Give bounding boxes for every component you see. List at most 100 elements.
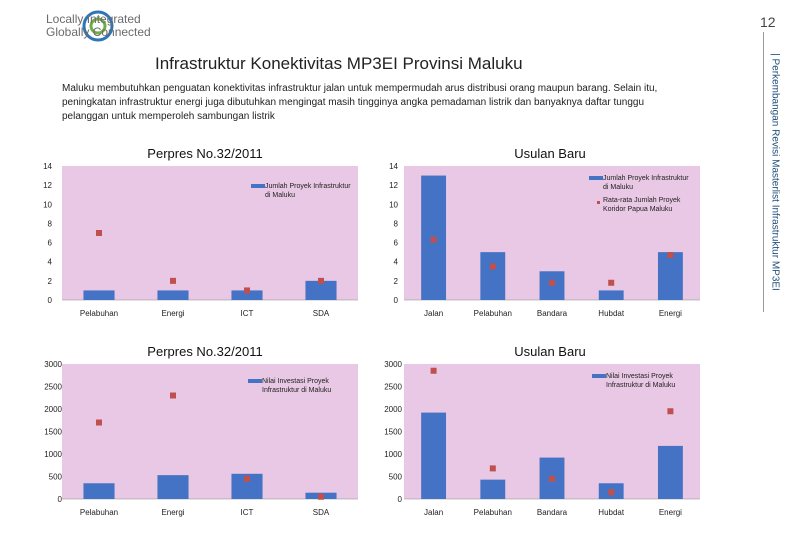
y-tick-label: 14 — [389, 162, 398, 171]
bar — [480, 252, 506, 300]
y-tick-label: 1000 — [44, 450, 62, 459]
x-tick-label: Jalan — [424, 309, 443, 318]
x-tick-label: ICT — [241, 309, 254, 318]
bar — [480, 479, 506, 499]
bar — [83, 290, 115, 300]
y-tick-label: 12 — [389, 181, 398, 190]
marker-point — [244, 475, 250, 482]
chart-title: Usulan Baru — [514, 344, 586, 359]
y-tick-label: 2500 — [384, 383, 402, 392]
marker-point — [170, 392, 176, 399]
x-tick-label: Pelabuhan — [474, 309, 512, 318]
chart-title: Usulan Baru — [514, 146, 586, 161]
x-tick-label: SDA — [313, 309, 330, 318]
y-tick-label: 10 — [43, 200, 52, 209]
x-tick-label: Hubdat — [598, 309, 625, 318]
marker-point — [430, 367, 437, 374]
page-title: Infrastruktur Konektivitas MP3EI Provins… — [155, 54, 523, 73]
y-tick-label: 0 — [394, 296, 399, 305]
x-tick-label: Pelabuhan — [80, 309, 118, 318]
logo-icon — [82, 10, 114, 42]
chart-title: Perpres No.32/2011 — [147, 344, 262, 359]
y-tick-label: 0 — [58, 495, 63, 504]
y-tick-label: 12 — [43, 181, 52, 190]
bar — [598, 290, 624, 300]
logo-line1: Locally Integrated — [46, 12, 141, 26]
legend-label: Jumlah Proyek Infrastruktur di Maluku — [603, 175, 689, 191]
y-tick-label: 1500 — [384, 428, 402, 437]
marker-point — [667, 252, 674, 259]
y-tick-label: 2000 — [44, 405, 62, 414]
y-tick-label: 6 — [48, 239, 53, 248]
y-tick-label: 4 — [48, 258, 53, 267]
y-tick-label: 0 — [48, 296, 53, 305]
marker-point — [667, 408, 674, 415]
y-tick-label: 1000 — [384, 450, 402, 459]
bar — [305, 280, 337, 300]
legend-label: Nilai Investasi Proyek Infrastruktur di M… — [262, 378, 331, 394]
side-divider — [763, 32, 764, 312]
chart-title: Perpres No.32/2011 — [147, 146, 262, 161]
bar — [657, 445, 683, 499]
bar — [157, 290, 189, 300]
legend-swatch-marker — [597, 201, 600, 204]
bar — [231, 290, 263, 300]
y-tick-label: 8 — [48, 219, 53, 228]
y-tick-label: 10 — [389, 200, 398, 209]
x-tick-label: SDA — [313, 508, 330, 517]
y-tick-label: 4 — [394, 258, 399, 267]
legend-label: Jumlah Proyek Infrastruktur di Maluku — [265, 183, 351, 199]
legend-label: Nilai Investasi Proyek Infrastruktur di M… — [606, 373, 675, 389]
x-tick-label: ICT — [241, 508, 254, 517]
logo-text: Locally Integrated Globally Connected — [46, 13, 151, 39]
legend-swatch-bar — [248, 379, 262, 383]
intro-paragraph: Maluku membutuhkan penguatan konektivita… — [62, 83, 658, 122]
legend-swatch-bar — [592, 374, 606, 378]
x-tick-label: Energi — [659, 508, 682, 517]
y-tick-label: 500 — [389, 473, 403, 482]
marker-point — [318, 277, 324, 284]
page-number: 12 — [760, 14, 776, 30]
marker-point — [608, 279, 615, 286]
bar — [157, 475, 189, 499]
x-tick-label: Hubdat — [598, 508, 625, 517]
y-tick-label: 500 — [49, 473, 63, 482]
legend-label: Rata-rata Jumlah Proyek Koridor Papua Mal… — [603, 197, 681, 213]
y-tick-label: 3000 — [44, 360, 62, 369]
y-tick-label: 2 — [48, 277, 53, 286]
y-tick-label: 2000 — [384, 405, 402, 414]
bar — [83, 483, 115, 499]
marker-point — [430, 236, 437, 243]
marker-point — [170, 277, 176, 284]
plot-area — [62, 166, 358, 300]
y-tick-label: 1500 — [44, 428, 62, 437]
bar — [421, 412, 447, 499]
marker-point — [549, 475, 555, 482]
x-tick-label: Bandara — [537, 309, 568, 318]
marker-point — [244, 287, 250, 294]
x-tick-label: Energi — [659, 309, 682, 318]
y-tick-label: 0 — [398, 495, 403, 504]
y-tick-label: 2500 — [44, 383, 62, 392]
x-tick-label: Pelabuhan — [474, 508, 512, 517]
x-tick-label: Jalan — [424, 508, 443, 517]
y-tick-label: 2 — [394, 277, 399, 286]
bar — [657, 252, 683, 300]
marker-point — [96, 419, 102, 426]
marker-point — [96, 230, 102, 236]
plot-area — [62, 364, 358, 499]
legend-swatch-bar — [251, 184, 265, 188]
legend-swatch-bar — [589, 176, 603, 180]
x-tick-label: Pelabuhan — [80, 508, 118, 517]
marker-point — [608, 489, 615, 496]
marker-point — [549, 279, 555, 286]
y-tick-label: 3000 — [384, 360, 402, 369]
y-tick-label: 8 — [394, 219, 399, 228]
y-tick-label: 14 — [43, 162, 52, 171]
marker-point — [318, 493, 324, 500]
y-tick-label: 6 — [394, 239, 399, 248]
logo-line2: Globally Connected — [46, 25, 151, 39]
